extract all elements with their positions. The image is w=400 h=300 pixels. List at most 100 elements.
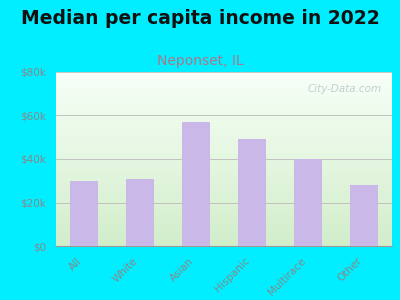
Bar <box>56 128 392 129</box>
Bar <box>56 169 392 170</box>
Bar <box>56 233 392 234</box>
Bar <box>56 173 392 174</box>
Bar <box>56 151 392 152</box>
Bar <box>56 79 392 80</box>
Bar <box>56 196 392 197</box>
Bar <box>56 221 392 222</box>
Bar <box>56 202 392 203</box>
Bar <box>56 186 392 187</box>
Bar <box>56 203 392 204</box>
Bar <box>56 227 392 228</box>
Bar <box>56 131 392 132</box>
Bar <box>56 139 392 140</box>
Bar <box>182 122 210 246</box>
Bar <box>56 125 392 126</box>
Bar <box>56 92 392 93</box>
Bar <box>56 159 392 160</box>
Bar <box>56 220 392 221</box>
Bar <box>56 245 392 246</box>
Bar <box>56 164 392 165</box>
Bar <box>56 158 392 159</box>
Bar <box>56 133 392 134</box>
Bar <box>56 101 392 102</box>
Bar <box>56 215 392 216</box>
Bar <box>56 74 392 75</box>
Bar <box>294 159 322 246</box>
Bar <box>56 150 392 151</box>
Bar <box>56 243 392 244</box>
Bar <box>56 190 392 191</box>
Bar <box>56 152 392 153</box>
Bar <box>56 82 392 83</box>
Bar <box>56 195 392 196</box>
Bar <box>56 112 392 113</box>
Bar <box>56 154 392 155</box>
Bar <box>56 145 392 146</box>
Bar <box>56 90 392 91</box>
Bar <box>56 229 392 230</box>
Bar <box>56 211 392 212</box>
Bar <box>56 162 392 163</box>
Bar <box>56 155 392 156</box>
Bar <box>56 201 392 202</box>
Bar <box>56 214 392 215</box>
Bar <box>56 224 392 225</box>
Text: City-Data.com: City-Data.com <box>308 84 382 94</box>
Bar <box>56 96 392 97</box>
Bar <box>56 87 392 88</box>
Bar <box>56 149 392 150</box>
Bar <box>56 200 392 201</box>
Bar <box>56 235 392 236</box>
Bar <box>56 207 392 208</box>
Bar <box>56 116 392 117</box>
Bar <box>56 108 392 109</box>
Bar <box>56 102 392 103</box>
Bar <box>56 83 392 84</box>
Bar <box>56 175 392 176</box>
Bar <box>56 78 392 79</box>
Bar <box>56 91 392 92</box>
Bar <box>56 85 392 86</box>
Bar <box>56 132 392 133</box>
Bar <box>56 236 392 237</box>
Bar <box>56 216 392 217</box>
Bar <box>56 110 392 111</box>
Bar <box>56 103 392 104</box>
Bar <box>56 120 392 121</box>
Bar <box>56 118 392 119</box>
Bar <box>56 97 392 98</box>
Bar <box>56 80 392 81</box>
Bar <box>56 188 392 189</box>
Bar <box>56 104 392 105</box>
Bar <box>56 168 392 169</box>
Bar <box>56 156 392 157</box>
Bar <box>56 143 392 144</box>
Bar <box>56 161 392 162</box>
Bar <box>56 223 392 224</box>
Bar <box>56 210 392 211</box>
Text: Neponset, IL: Neponset, IL <box>157 54 243 68</box>
Bar <box>56 114 392 115</box>
Bar <box>56 123 392 124</box>
Bar <box>56 111 392 112</box>
Bar <box>56 231 392 232</box>
Bar <box>56 237 392 238</box>
Bar <box>238 140 266 246</box>
Bar <box>56 241 392 242</box>
Bar <box>56 189 392 190</box>
Bar <box>56 208 392 209</box>
Bar <box>56 182 392 183</box>
Bar <box>56 180 392 181</box>
Bar <box>56 82 392 83</box>
Bar <box>56 98 392 99</box>
Bar <box>56 146 392 147</box>
Bar <box>56 88 392 89</box>
Bar <box>56 205 392 206</box>
Text: Median per capita income in 2022: Median per capita income in 2022 <box>21 9 379 28</box>
Bar <box>56 212 392 213</box>
Bar <box>126 178 154 246</box>
Bar <box>56 102 392 103</box>
Bar <box>350 185 378 246</box>
Bar <box>56 130 392 131</box>
Bar <box>56 192 392 193</box>
